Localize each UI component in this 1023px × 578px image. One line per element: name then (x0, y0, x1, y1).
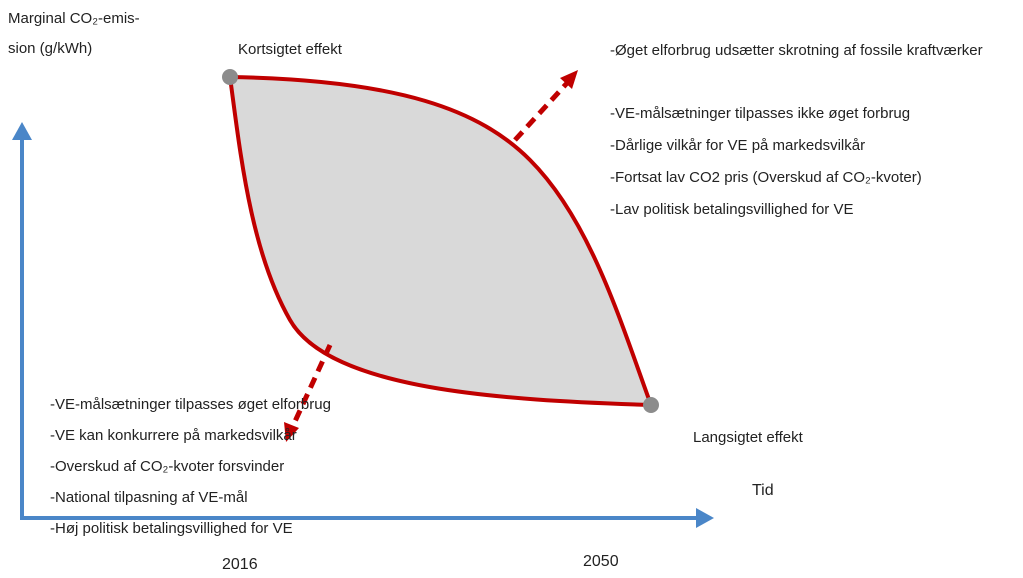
x-tick: 2050 (583, 553, 619, 570)
y-label: sion (g/kWh) (8, 40, 93, 57)
arrow-head (284, 422, 299, 442)
dashed-arrow-down (289, 343, 333, 430)
x-label: Tid (752, 482, 774, 499)
point (222, 69, 238, 85)
list-item: -Lav politisk betalingsvillighed for VE (610, 201, 854, 218)
list-item: -Dårlige vilkår for VE på markedsvilkår (610, 137, 866, 154)
arrow-head (560, 70, 578, 89)
list-item: -Fortsat lav CO2 pris (Overskud af CO₂-k… (610, 169, 922, 186)
dashed-arrow-up (513, 80, 570, 142)
point (643, 397, 659, 413)
y-label: Marginal CO₂-emis- (8, 10, 140, 27)
list-item: -VE kan konkurrere på markedsvilkår (50, 427, 297, 444)
x-axis-arrow (696, 508, 714, 528)
list-item: -Øget elforbrug udsætter skrotning af fo… (610, 42, 983, 59)
list-item: -VE-målsætninger tilpasses ikke øget for… (610, 105, 911, 122)
y-axis-arrow (12, 122, 32, 140)
list-item: -Overskud af CO₂-kvoter forsvinder (50, 458, 285, 475)
list-item: -Høj politisk betalingsvillighed for VE (50, 520, 293, 537)
point-label: Langsigtet effekt (693, 429, 803, 446)
point-label: Kortsigtet effekt (238, 41, 342, 58)
effect-area (227, 74, 654, 408)
x-tick: 2016 (222, 556, 258, 573)
list-item: -National tilpasning af VE-mål (50, 489, 248, 506)
list-item: -VE-målsætninger tilpasses øget elforbru… (50, 396, 331, 413)
